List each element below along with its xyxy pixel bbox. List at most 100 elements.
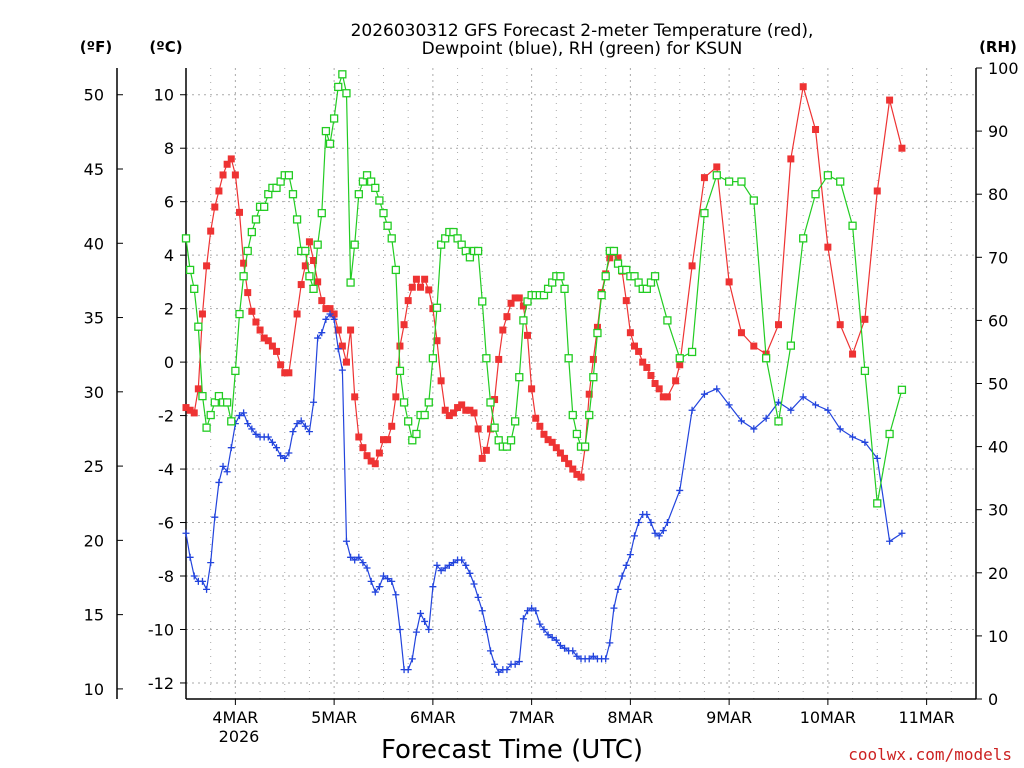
celsius-tick-label: 6: [164, 193, 174, 212]
temperature-point: [223, 160, 231, 168]
fahrenheit-tick-label: 35: [84, 309, 104, 328]
dewpoint-point: [519, 615, 527, 623]
temperature-point: [318, 297, 326, 305]
temperature-point: [898, 144, 906, 152]
temperature-point: [750, 342, 758, 350]
temperature-point: [190, 409, 198, 417]
rh-point: [593, 328, 602, 338]
temperature-point: [655, 385, 663, 393]
dewpoint-point: [898, 529, 906, 537]
rh-point: [288, 190, 298, 199]
dewpoint-point: [655, 532, 663, 540]
rh-tick-label: 100: [988, 59, 1019, 78]
dewpoint-point: [466, 569, 474, 577]
rh-point: [334, 82, 343, 92]
rh-point: [478, 297, 487, 306]
temperature-point: [478, 454, 486, 462]
temperature-point: [536, 422, 544, 430]
dewpoint-point: [750, 425, 758, 433]
temperature-point: [260, 334, 268, 342]
dewpoint-point: [861, 438, 869, 446]
dewpoint-point: [536, 620, 544, 628]
temperature-point: [445, 412, 453, 420]
temperature-point: [499, 326, 507, 334]
dewpoint-point: [186, 553, 194, 561]
celsius-tick-label: 8: [164, 139, 174, 158]
temperature-point: [211, 203, 219, 211]
rh-point: [687, 347, 697, 357]
rh-point: [202, 423, 211, 432]
temperature-point: [281, 369, 289, 377]
temperature-point: [433, 337, 441, 345]
dewpoint-point: [285, 449, 293, 457]
temperature-point: [454, 404, 462, 412]
rh-point: [597, 291, 606, 300]
rh-tick-label: 10: [988, 627, 1008, 646]
rh-point: [346, 278, 355, 287]
rh-point: [243, 246, 252, 256]
temperature-point: [528, 385, 536, 393]
rh-point: [650, 272, 660, 281]
celsius-tick-label: -4: [158, 460, 174, 479]
dewpoint-point: [388, 577, 396, 585]
temperature-point: [787, 155, 795, 163]
dewpoint-point: [462, 561, 470, 569]
series-line: [185, 313, 903, 674]
temperature-point: [417, 283, 425, 291]
temperature-point: [639, 358, 647, 366]
rh-point: [395, 366, 405, 376]
dewpoint-point: [524, 607, 532, 615]
dewpoint-point: [281, 454, 289, 462]
dewpoint-point: [602, 655, 610, 663]
temperature-point: [524, 331, 532, 339]
dewpoint-point: [873, 454, 881, 462]
dewpoint-point: [277, 452, 285, 460]
temperature-point: [334, 326, 342, 334]
dewpoint-point: [482, 625, 490, 633]
dewpoint-point: [836, 425, 844, 433]
rh-point: [432, 303, 442, 312]
fahrenheit-tick-label: 15: [84, 606, 104, 625]
dewpoint-point: [433, 561, 441, 569]
celsius-tick-label: -10: [148, 620, 174, 639]
temperature-point: [244, 289, 252, 297]
dewpoint-point: [408, 655, 416, 663]
temperature-point: [569, 465, 577, 473]
rh-point: [556, 272, 565, 281]
temperature-point: [384, 436, 392, 444]
temperature-point: [643, 363, 651, 371]
series-rh: [181, 70, 907, 508]
dewpoint-point: [647, 519, 655, 527]
dewpoint-point: [421, 617, 429, 625]
rh-point: [519, 316, 528, 325]
rh-point: [412, 429, 421, 439]
dewpoint-point: [635, 519, 643, 527]
dewpoint-point: [437, 567, 445, 575]
temperature-point: [203, 262, 211, 270]
temperature-point: [194, 385, 202, 393]
temperature-point: [561, 454, 569, 462]
x-tick-label: 10MAR: [800, 708, 856, 727]
temperature-point: [375, 449, 383, 457]
temperature-point: [470, 409, 478, 417]
rh-point: [737, 177, 746, 186]
grid-lines: [186, 68, 976, 699]
rh-point: [786, 341, 795, 350]
temperature-point: [186, 406, 194, 414]
x-tick-label: 7MAR: [509, 708, 555, 727]
tick-labels: -12 -10 -8 -6 -4 -2 0 2 4 6 8 10 10 15 20 25 30 35 40 45 50 0…: [84, 59, 1019, 727]
dewpoint-point: [441, 564, 449, 572]
temperature-point: [635, 347, 643, 355]
rh-point: [762, 354, 771, 363]
rh-point: [572, 429, 582, 439]
temperature-point: [342, 358, 350, 366]
temperature-point: [775, 321, 782, 329]
temperature-point: [540, 430, 548, 438]
dewpoint-point: [338, 366, 346, 374]
x-tick-label: 11MAR: [899, 708, 955, 727]
dewpoint-point: [367, 577, 375, 585]
rh-point: [387, 234, 396, 243]
temperature-point: [437, 377, 445, 385]
dewpoint-point: [268, 438, 276, 446]
temperature-point: [198, 310, 206, 318]
